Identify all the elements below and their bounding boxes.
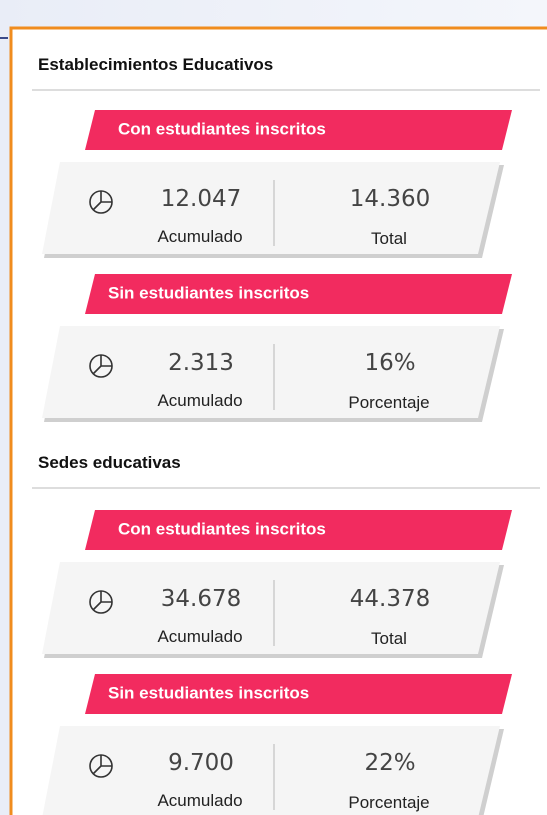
banner [85,674,512,714]
banner [85,274,512,314]
value: 9.700 [168,750,234,776]
label: Acumulado [157,627,242,646]
value: 12.047 [161,186,241,212]
value: 44.378 [350,586,430,612]
value: 34.678 [161,586,241,612]
label: Acumulado [157,391,242,410]
pie-icon-slice [92,191,112,211]
value: 2.313 [168,350,234,376]
card [42,162,500,254]
card [42,726,500,815]
value: 22% [364,750,415,776]
banner-label: Con estudiantes inscritos [118,519,326,538]
banner [85,110,512,150]
banner-label: Con estudiantes inscritos [118,119,326,138]
label: Porcentaje [348,793,429,812]
value: 14.360 [350,186,430,212]
banner-label: Sin estudiantes inscritos [108,683,309,702]
banner [85,510,512,550]
label: Acumulado [157,791,242,810]
section-title: Sedes educativas [38,453,181,472]
pie-icon-slice [92,755,112,775]
card [42,326,500,418]
pie-icon-slice [92,591,112,611]
banner-label: Sin estudiantes inscritos [108,283,309,302]
card [42,562,500,654]
label: Total [371,229,407,248]
label: Porcentaje [348,393,429,412]
label: Total [371,629,407,648]
pie-icon-slice [92,355,112,375]
section-title: Establecimientos Educativos [38,55,273,74]
label: Acumulado [157,227,242,246]
value: 16% [364,350,415,376]
